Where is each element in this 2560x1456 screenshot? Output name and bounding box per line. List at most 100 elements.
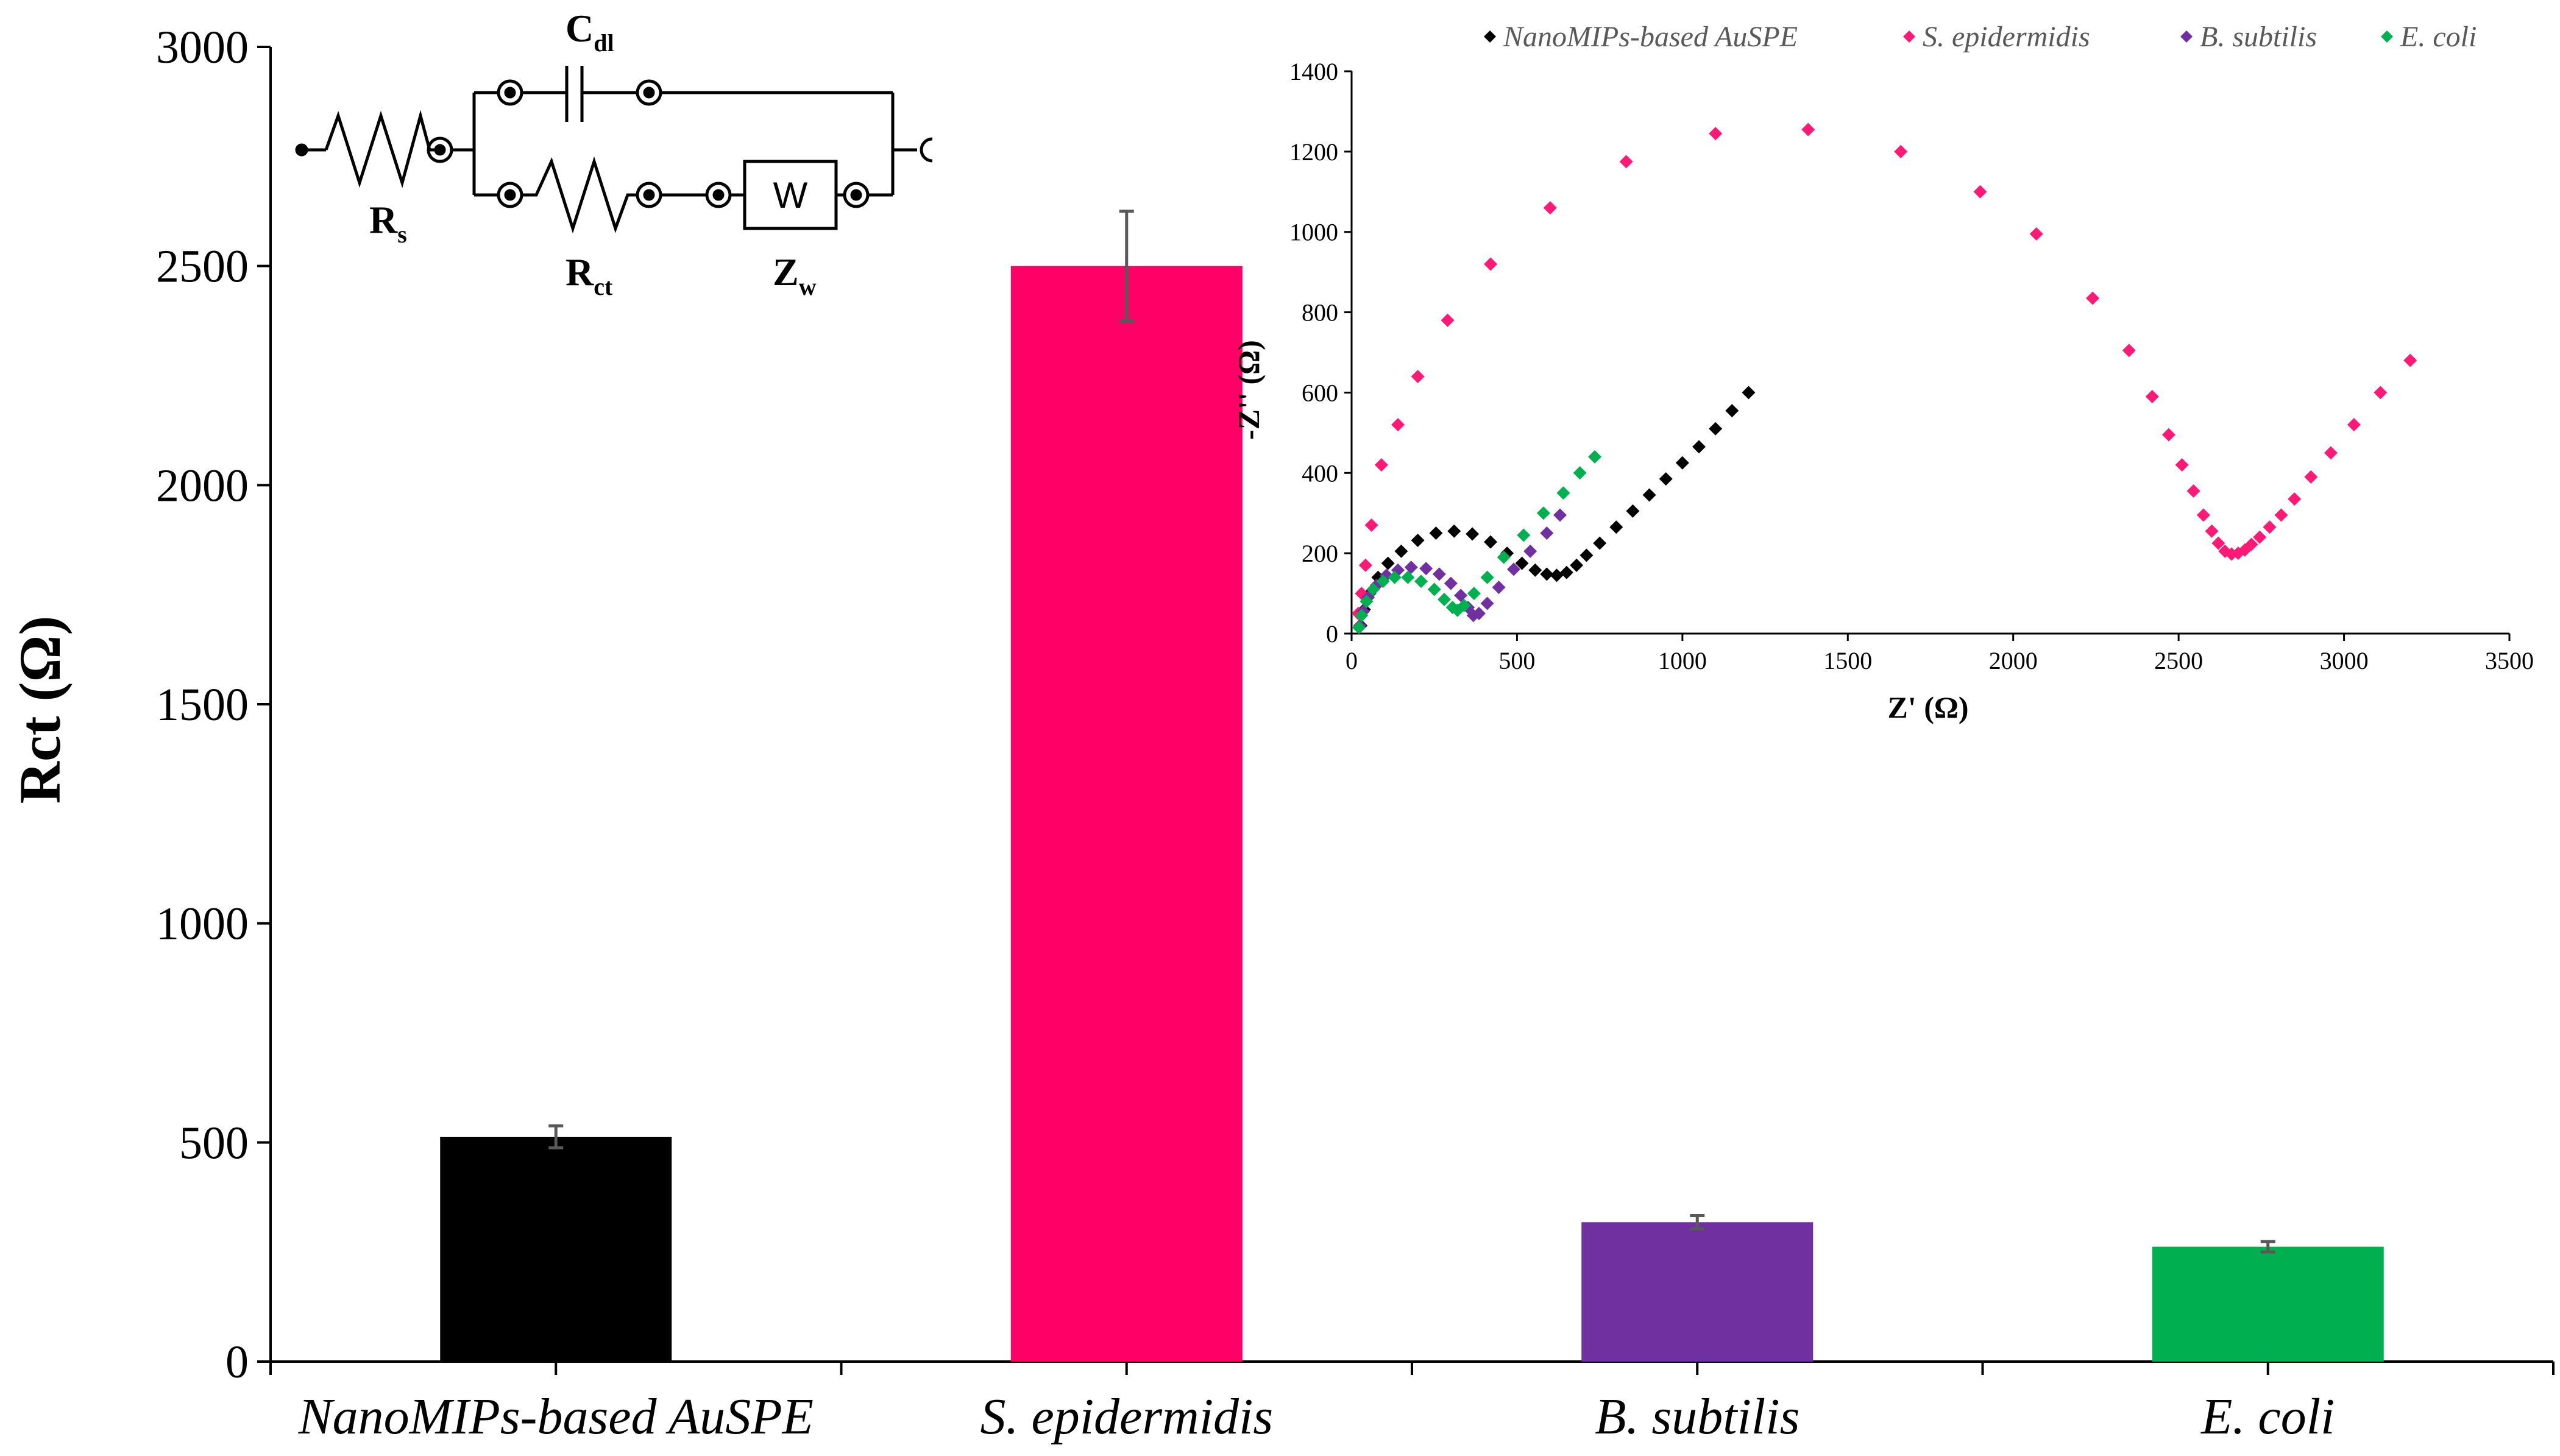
legend-label-e-coli: E. coli xyxy=(2400,21,2477,53)
main-error-bars xyxy=(548,210,2275,1254)
data-point-b-subtilis xyxy=(1523,544,1537,558)
inset-x-tick-label: 2000 xyxy=(1989,647,2038,674)
inset-x-tick-label: 0 xyxy=(1346,647,1358,674)
legend-marker-s-epidermidis xyxy=(1903,30,1915,43)
inset-x-tick-label: 2500 xyxy=(2154,647,2203,674)
main-y-tick-label: 0 xyxy=(225,1337,249,1388)
data-point-nanomips-based-auspe xyxy=(1515,556,1529,570)
data-point-s-epidermidis xyxy=(2263,520,2277,534)
resistor-rs-symbol xyxy=(324,110,440,188)
error-bar-s-epidermidis xyxy=(1119,210,1134,323)
data-point-b-subtilis xyxy=(1480,596,1494,610)
data-point-s-epidermidis xyxy=(2161,428,2175,442)
data-point-b-subtilis xyxy=(1419,562,1433,576)
data-point-s-epidermidis xyxy=(2347,418,2361,432)
data-point-nanomips-based-auspe xyxy=(1709,422,1723,436)
category-label-s-epidermidis: S. epidermidis xyxy=(980,1388,1273,1445)
label-cdl: Cdl xyxy=(566,7,614,57)
node-rct-right-dot xyxy=(643,189,655,201)
data-point-nanomips-based-auspe xyxy=(1540,567,1554,581)
legend-marker-e-coli xyxy=(2381,30,2393,43)
inset-x-axis-label: Z' (Ω) xyxy=(1887,690,1968,724)
circuit-labels: Rs Cdl Rct Zw W xyxy=(369,7,817,300)
category-label-nanomips-based-auspe: NanoMIPs-based AuSPE xyxy=(298,1388,814,1445)
data-point-b-subtilis xyxy=(1404,560,1418,574)
main-y-tick-label: 1500 xyxy=(156,679,249,730)
data-point-s-epidermidis xyxy=(1801,122,1815,136)
data-point-nanomips-based-auspe xyxy=(1411,534,1425,548)
legend-label-nanomips-based-auspe: NanoMIPs-based AuSPE xyxy=(1503,21,1798,53)
data-point-b-subtilis xyxy=(1507,562,1520,576)
resistor-rct-symbol xyxy=(522,156,637,234)
data-point-e-coli xyxy=(1573,466,1587,480)
category-label-e-coli: E. coli xyxy=(2200,1388,2335,1445)
data-point-s-epidermidis xyxy=(1973,185,1987,199)
bar-b-subtilis xyxy=(1581,1222,1814,1362)
data-point-e-coli xyxy=(1414,574,1428,588)
data-point-nanomips-based-auspe xyxy=(1725,404,1739,418)
data-point-nanomips-based-auspe xyxy=(1626,504,1640,518)
data-point-e-coli xyxy=(1401,570,1415,584)
data-point-s-epidermidis xyxy=(1709,127,1723,141)
label-rs: Rs xyxy=(369,198,407,248)
data-point-nanomips-based-auspe xyxy=(1550,568,1564,582)
data-point-nanomips-based-auspe xyxy=(1466,527,1480,541)
data-point-s-epidermidis xyxy=(2175,458,2189,472)
data-point-b-subtilis xyxy=(1492,581,1506,595)
data-point-s-epidermidis xyxy=(1374,458,1388,472)
data-point-e-coli xyxy=(1427,582,1441,596)
main-y-tick-label: 2500 xyxy=(156,241,249,292)
data-point-nanomips-based-auspe xyxy=(1742,386,1756,400)
data-point-e-coli xyxy=(1352,621,1366,635)
data-point-nanomips-based-auspe xyxy=(1559,565,1573,579)
data-point-b-subtilis xyxy=(1444,576,1458,590)
data-point-nanomips-based-auspe xyxy=(1593,536,1607,550)
warburg-box-label: W xyxy=(773,175,808,216)
inset-y-axis-label: -Z'' (Ω) xyxy=(1232,340,1266,440)
data-point-s-epidermidis xyxy=(2374,386,2388,400)
data-point-nanomips-based-auspe xyxy=(1675,456,1689,470)
bar-nanomips-based-auspe xyxy=(440,1136,672,1362)
legend-label-b-subtilis: B. subtilis xyxy=(2200,21,2317,53)
data-point-nanomips-based-auspe xyxy=(1381,556,1395,570)
data-point-s-epidermidis xyxy=(2288,492,2302,506)
data-point-s-epidermidis xyxy=(1364,518,1378,532)
data-point-nanomips-based-auspe xyxy=(1659,472,1673,486)
error-bar-nanomips-based-auspe xyxy=(548,1124,564,1150)
data-point-nanomips-based-auspe xyxy=(1642,488,1656,502)
inset-y-tick-labels: 0 200 400 600 800 1000 1200 1400 xyxy=(1289,58,1338,648)
legend-marker-b-subtilis xyxy=(2180,30,2193,43)
data-point-e-coli xyxy=(1588,450,1601,464)
inset-x-tick-label: 3000 xyxy=(2320,647,2369,674)
data-point-nanomips-based-auspe xyxy=(1570,558,1584,572)
data-point-b-subtilis xyxy=(1472,607,1486,621)
data-point-e-coli xyxy=(1355,609,1369,623)
data-point-s-epidermidis xyxy=(1391,418,1405,432)
main-y-tick-label: 1000 xyxy=(156,899,249,950)
data-point-nanomips-based-auspe xyxy=(1528,563,1542,577)
data-point-b-subtilis xyxy=(1432,567,1446,581)
data-point-e-coli xyxy=(1366,582,1380,596)
data-point-s-epidermidis xyxy=(1894,144,1908,158)
inset-x-tick-label: 1000 xyxy=(1658,647,1707,674)
node-w-left-dot xyxy=(712,189,725,201)
bar-s-epidermidis xyxy=(1010,266,1243,1362)
data-point-s-epidermidis xyxy=(1411,370,1425,384)
data-point-e-coli xyxy=(1480,570,1494,584)
node-rs-right-dot xyxy=(434,144,446,156)
data-point-b-subtilis xyxy=(1454,588,1468,603)
data-point-e-coli xyxy=(1457,598,1471,612)
inset-y-tick-label: 0 xyxy=(1326,620,1338,648)
data-point-e-coli xyxy=(1467,587,1481,601)
data-point-s-epidermidis xyxy=(2304,470,2318,484)
data-point-s-epidermidis xyxy=(1441,313,1455,327)
inset-x-tick-label: 3500 xyxy=(2485,647,2534,674)
data-point-nanomips-based-auspe xyxy=(1394,544,1408,558)
node-cdl-right-dot xyxy=(643,87,655,99)
error-bar-b-subtilis xyxy=(1690,1214,1705,1231)
error-bar-e-coli xyxy=(2260,1240,2275,1254)
data-point-e-coli xyxy=(1497,550,1511,564)
data-point-b-subtilis xyxy=(1553,508,1567,522)
main-y-tick-label: 2000 xyxy=(156,460,249,511)
